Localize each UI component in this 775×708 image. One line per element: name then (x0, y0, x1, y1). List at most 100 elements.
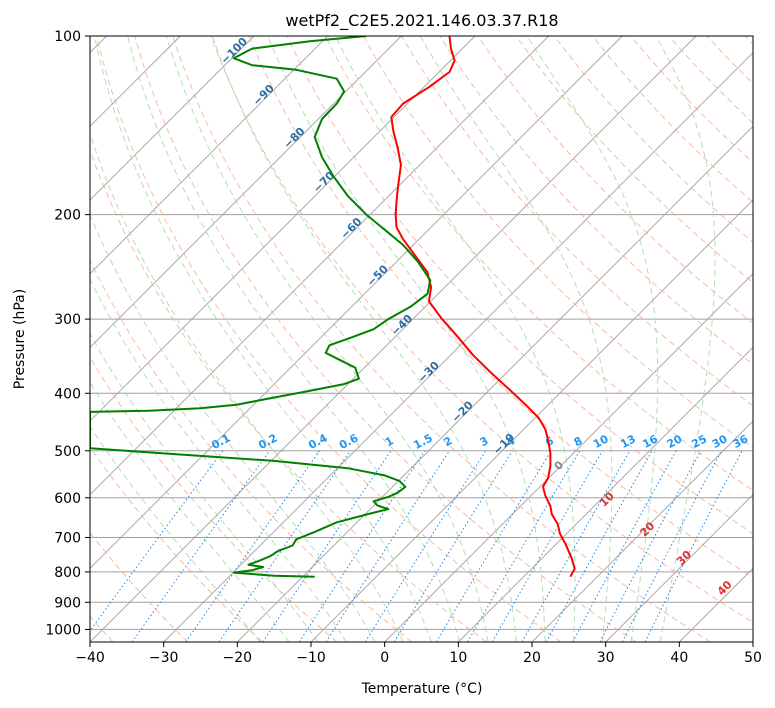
dry-adiabat-line (90, 532, 189, 642)
temperature-profile-line (390, 36, 576, 578)
isotherm-line (90, 36, 549, 496)
theta-label: 40 (715, 578, 735, 598)
mixing-ratio-line (521, 450, 631, 642)
mixing-ratio-line (621, 450, 722, 642)
y-tick-label: 400 (54, 386, 81, 402)
mixing-ratio-line (262, 450, 392, 642)
mixing-ratio-line (218, 450, 351, 642)
x-tick-label: 0 (380, 650, 389, 666)
x-axis-title: Temperature (°C) (361, 681, 483, 697)
isotherm-line (605, 494, 753, 642)
isotherm-line (384, 273, 753, 642)
mixing-ratio-line (131, 450, 271, 642)
theta-label: 20 (637, 519, 657, 539)
dry-adiabat-line (90, 356, 338, 642)
dry-adiabat-line (90, 446, 263, 642)
x-tick-label: 20 (523, 650, 541, 666)
theta-label: 10 (597, 489, 617, 509)
mixing-ratio-label: 20 (665, 432, 685, 451)
x-tick-label: −20 (223, 650, 253, 666)
isotherm-label: −80 (281, 125, 308, 152)
mixing-ratio-label: 1.5 (411, 431, 434, 452)
background-lines (90, 36, 753, 642)
dry-adiabat-line (172, 36, 711, 642)
moist-adiabat-line (267, 36, 546, 642)
profile-series (90, 36, 576, 578)
mixing-ratio-label: 8 (572, 434, 585, 449)
moist-adiabat-line (127, 36, 461, 642)
mixing-ratio-line (644, 450, 743, 642)
y-tick-label: 900 (54, 595, 81, 611)
isotherm-line (90, 36, 623, 569)
y-tick-label: 300 (54, 312, 81, 328)
mixing-ratio-label: 13 (618, 432, 638, 451)
mixing-ratio-line (185, 450, 321, 642)
dry-adiabat-line (90, 149, 487, 642)
mixing-ratio-label: 3 (478, 434, 491, 449)
dry-adiabat-line (248, 36, 753, 579)
chart-title: wetPf2_C2E5.2021.146.03.37.R18 (285, 11, 558, 31)
mixing-ratio-label: 0.1 (209, 431, 232, 452)
mixing-ratio-line (545, 450, 653, 642)
moist-adiabat-line (90, 213, 376, 642)
isotherm-line (90, 36, 697, 642)
moist-adiabat-line (655, 36, 716, 642)
x-tick-label: 50 (744, 650, 762, 666)
x-tick-label: 30 (597, 650, 615, 666)
x-tick-label: −40 (75, 650, 105, 666)
isotherm-line (752, 641, 753, 642)
x-tick-label: 40 (670, 650, 688, 666)
mixing-ratio-line (90, 450, 224, 632)
moist-adiabat-line (165, 36, 489, 642)
moist-adiabat-line (90, 332, 319, 642)
y-tick-label: 200 (54, 208, 81, 224)
mixing-ratio-label: 0.4 (306, 431, 330, 452)
moist-adiabat-line (211, 36, 517, 642)
moist-adiabat-line (90, 132, 404, 642)
isotherm-label: −50 (364, 262, 391, 289)
isotherm-line (531, 420, 753, 642)
isotherm-line (237, 125, 753, 642)
y-tick-label: 100 (54, 29, 81, 45)
isotherm-line (458, 346, 753, 642)
dry-adiabat-line (439, 36, 753, 365)
moist-adiabat-line (90, 381, 290, 642)
mixing-ratio-line (572, 450, 677, 642)
isotherm-line (310, 199, 753, 642)
isotherm-label: −20 (449, 398, 476, 425)
mixing-ratio-label: 30 (710, 432, 730, 451)
isotherm-line (163, 52, 753, 642)
theta-label: 0 (552, 458, 567, 473)
dry-adiabat-line (553, 36, 753, 243)
moist-adiabat-line (90, 425, 261, 642)
dry-adiabat-line (286, 36, 753, 535)
y-tick-label: 700 (54, 531, 81, 547)
moist-adiabat-line (526, 36, 659, 642)
mixing-ratio-label: 36 (731, 432, 751, 451)
mixing-ratio-line (364, 450, 487, 642)
dry-adiabat-line (90, 259, 413, 642)
dry-adiabat-line (477, 36, 753, 324)
mixing-ratio-label: 0.2 (256, 431, 279, 452)
y-axis-title: Pressure (hPa) (12, 289, 28, 389)
moist-adiabat-line (419, 36, 613, 642)
mixing-ratio-line (435, 450, 552, 642)
dry-adiabat-line (96, 36, 562, 642)
isotherm-label: −60 (338, 215, 365, 242)
dry-adiabat-line (706, 36, 753, 85)
isotherm-line (90, 36, 402, 348)
moist-adiabat-line (335, 36, 576, 642)
dry-adiabat-line (515, 36, 753, 284)
moist-adiabat-line (90, 278, 347, 642)
mixing-ratio-line (298, 450, 426, 642)
isotherm-line (90, 36, 476, 422)
isotherm-line (679, 567, 753, 642)
mixing-ratio-label: 10 (591, 432, 611, 451)
plot-frame (89, 35, 754, 643)
isotherm-line (90, 36, 328, 275)
moist-adiabat-line (93, 36, 432, 642)
y-tick-label: 600 (54, 491, 81, 507)
isotherm-label: −70 (311, 169, 338, 196)
x-tick-label: 10 (449, 650, 467, 666)
